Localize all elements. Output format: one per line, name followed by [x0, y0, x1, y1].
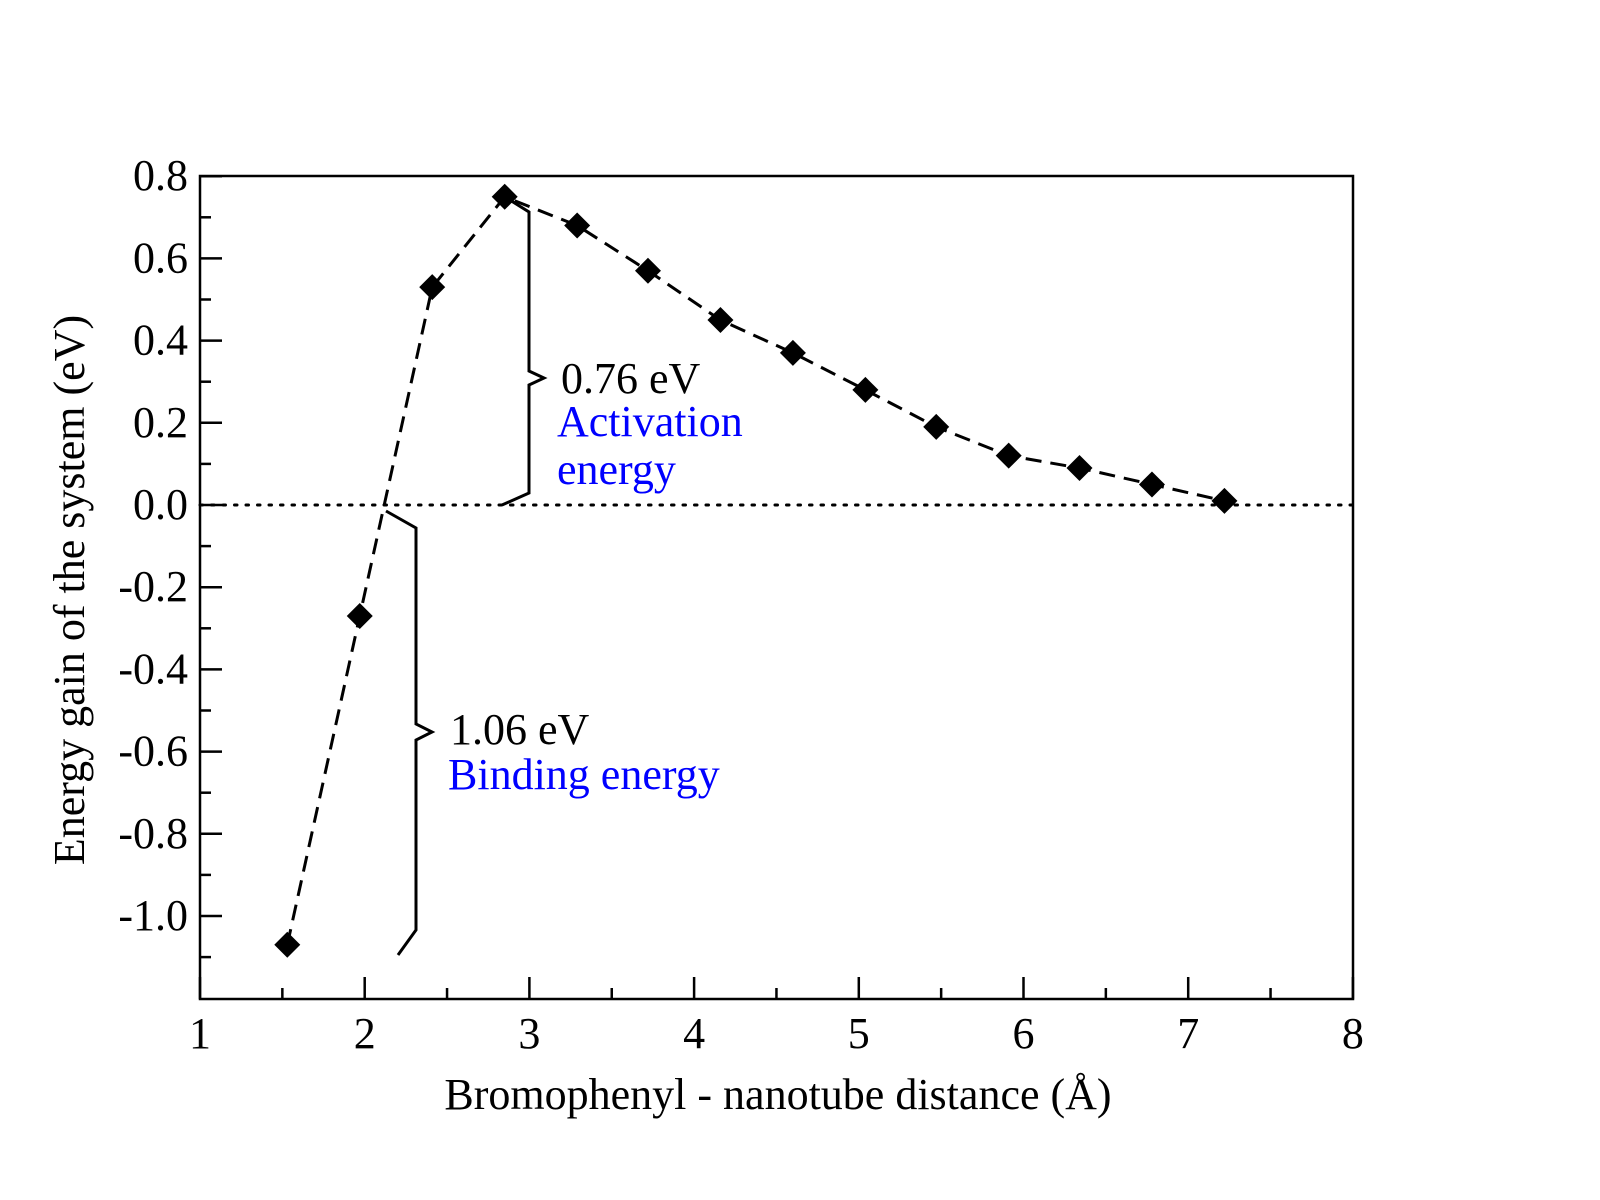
data-point-marker [923, 413, 950, 440]
y-axis-label: Energy gain of the system (eV) [45, 315, 94, 865]
y-tick-label: 0.6 [133, 233, 188, 282]
x-tick-label: 6 [1013, 1009, 1035, 1058]
y-tick-label: 0.4 [133, 316, 188, 365]
activation-label-line1: Activation [557, 397, 743, 446]
plot-frame-group [198, 174, 1355, 1001]
activation-label-line2: energy [557, 445, 676, 494]
x-tick-label: 1 [189, 1009, 211, 1058]
activation-value-text: 0.76 eV [561, 354, 701, 403]
x-tick-label: 3 [518, 1009, 540, 1058]
x-tick-label: 8 [1342, 1009, 1364, 1058]
data-point-marker [1066, 455, 1093, 482]
data-point-marker [564, 212, 591, 239]
x-axis-label: Bromophenyl - nanotube distance (Å) [444, 1070, 1111, 1119]
series-group [274, 183, 1238, 958]
y-tick-label: 0.8 [133, 151, 188, 200]
y-tick-label: 0.2 [133, 398, 188, 447]
activation-energy-brace [501, 195, 548, 507]
data-point-marker [707, 307, 734, 334]
data-point-marker [779, 339, 806, 366]
annotations-group [385, 195, 548, 956]
data-point-marker [634, 257, 661, 284]
y-tick-label: -1.0 [118, 891, 188, 940]
data-point-marker [491, 183, 518, 210]
plot-frame [198, 174, 1355, 1001]
binding-label-text: Binding energy [448, 750, 720, 799]
data-point-marker [419, 274, 446, 301]
data-point-marker [346, 602, 373, 629]
x-tick-label: 5 [848, 1009, 870, 1058]
x-ticks-group: 1 2 3 4 5 6 7 8 [189, 977, 1364, 1058]
data-point-marker [1211, 487, 1238, 514]
x-tick-label: 4 [683, 1009, 705, 1058]
y-tick-label: -0.2 [118, 562, 188, 611]
y-tick-label: -0.4 [118, 644, 188, 693]
data-point-marker [852, 376, 879, 403]
series-dashed-line [285, 194, 1225, 946]
binding-energy-brace [385, 509, 436, 956]
x-tick-label: 2 [354, 1009, 376, 1058]
y-tick-label: -0.6 [118, 727, 188, 776]
y-tick-label: -0.8 [118, 809, 188, 858]
data-point-marker [995, 442, 1022, 469]
binding-value-text: 1.06 eV [450, 705, 590, 754]
data-point-marker [1138, 471, 1165, 498]
y-ticks-group: 0.8 0.6 0.4 0.2 0.0 -0.2 -0.4 -0.6 -0.8 -1.0 [118, 151, 222, 959]
y-tick-label: 0.0 [133, 480, 188, 529]
data-point-marker [274, 931, 301, 958]
x-tick-label: 7 [1177, 1009, 1199, 1058]
